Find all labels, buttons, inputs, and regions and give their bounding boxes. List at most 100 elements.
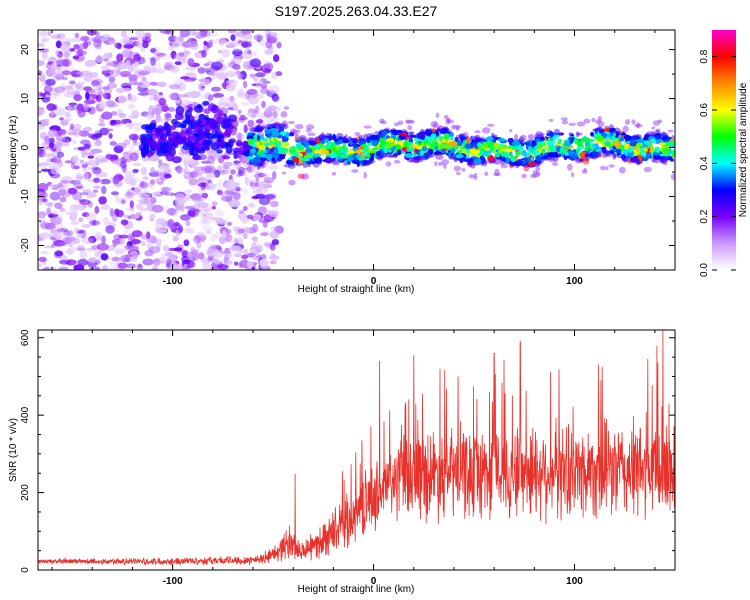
spectrogram-cell — [509, 151, 513, 157]
spectrogram-cell — [266, 147, 271, 153]
spectrogram-cell — [645, 151, 652, 158]
spectrogram-cell — [46, 103, 56, 111]
spectrogram-cell — [364, 160, 372, 165]
spectrogram-cell — [630, 156, 637, 163]
spectrogram-cell — [97, 91, 105, 96]
spectrogram-cell — [441, 159, 450, 165]
spectrogram-cell — [149, 196, 157, 204]
spectrogram-cell — [73, 264, 85, 270]
spectrogram-cell — [170, 124, 177, 130]
spectrogram-cell — [142, 32, 151, 38]
spectrogram-cell — [123, 44, 135, 49]
spectrogram-cell — [246, 162, 253, 166]
spectrogram-cell — [50, 229, 62, 234]
spectrogram-cell — [523, 164, 530, 172]
spectrogram-xlabel: Height of straight line (km) — [298, 284, 415, 295]
spectrogram-cell — [151, 141, 161, 150]
spectrogram-cell — [636, 158, 641, 166]
spectrogram-cell — [216, 116, 225, 125]
spectrogram-cell — [244, 48, 251, 55]
spectrogram-cell — [623, 149, 628, 156]
spectrogram-cell — [584, 153, 590, 158]
spectrogram-cell — [185, 66, 196, 71]
spectrogram-cell — [247, 202, 256, 208]
spectrogram-cell — [100, 204, 111, 211]
spectrogram-cell — [38, 199, 43, 206]
spectrogram-cell — [304, 148, 313, 153]
spectrogram-cell — [77, 233, 83, 238]
spectrogram-cell — [331, 158, 340, 164]
spectrogram-cell — [118, 112, 127, 119]
spectrogram-cell — [484, 171, 489, 177]
spectrogram-cell — [217, 133, 222, 143]
spectrogram-cell — [576, 132, 583, 136]
spectrogram-cell — [192, 197, 204, 203]
spectrogram-cell — [117, 95, 127, 104]
spectrogram-cell — [315, 138, 321, 144]
spectrogram-cell — [178, 52, 185, 57]
spectrogram-cell — [123, 152, 128, 159]
spectrogram-cell — [268, 255, 280, 260]
colorbar-tick-label: 0.4 — [699, 156, 710, 170]
spectrogram-cell — [43, 245, 54, 249]
spectrogram-cell — [131, 230, 143, 238]
spectrogram-cell — [244, 176, 250, 186]
spectrogram-cell — [234, 226, 243, 236]
spectrogram-cell — [434, 161, 438, 167]
spectrogram-cell — [59, 117, 64, 121]
spectrogram-cell — [264, 128, 271, 134]
spectrogram-cell — [435, 154, 444, 160]
spectrogram-cell — [532, 170, 538, 174]
spectrogram-cell — [234, 261, 239, 266]
spectrogram-cell — [227, 30, 237, 34]
spectrogram-cell — [124, 175, 134, 185]
spectrogram-cell — [38, 125, 45, 130]
spectrogram-cell — [174, 61, 182, 65]
spectrogram-cell — [211, 86, 221, 92]
spectrogram-cell — [61, 175, 73, 182]
spectrogram-cell — [115, 209, 124, 218]
spectrogram-cell — [82, 212, 90, 218]
spectrogram-cell — [54, 145, 62, 154]
spectrogram-cell — [179, 30, 191, 38]
spectrogram-cell — [56, 228, 69, 233]
spectrogram-cell — [399, 132, 408, 136]
spectrogram-cell — [235, 187, 241, 192]
spectrogram-cell — [511, 145, 519, 151]
spectrogram-cell — [39, 132, 48, 140]
spectrogram-cell — [246, 112, 253, 117]
spectrogram-cell — [84, 71, 90, 78]
spectrogram-cell — [72, 55, 80, 60]
spectrogram-cell — [39, 73, 46, 82]
spectrogram-cell — [535, 166, 541, 172]
spectrogram-cell — [108, 40, 117, 45]
spectrogram-cell — [604, 166, 609, 171]
spectrogram-cell — [444, 114, 449, 120]
spectrogram-cell — [487, 123, 495, 127]
y-tick-label: 10 — [20, 93, 31, 105]
spectrogram-cell — [139, 133, 150, 139]
spectrogram-cell — [382, 153, 388, 157]
spectrogram-cell — [169, 66, 180, 73]
spectrogram-cell — [146, 88, 158, 96]
spectrogram-cell — [264, 30, 272, 38]
spectrogram-cell — [111, 256, 121, 262]
spectrogram-cell — [224, 181, 236, 190]
spectrogram-cell — [90, 71, 99, 79]
spectrogram-cell — [275, 71, 283, 77]
spectrogram-cell — [68, 126, 77, 136]
snr-series-line — [38, 330, 675, 566]
spectrogram-cell — [120, 219, 129, 226]
spectrogram-cell — [77, 48, 84, 57]
spectrogram-cell — [66, 247, 74, 255]
spectrogram-cell — [473, 172, 478, 181]
spectrogram-cell — [135, 203, 144, 210]
spectrogram-cell — [38, 48, 50, 53]
spectrogram-cell — [93, 85, 99, 94]
spectrogram-cell — [208, 118, 218, 129]
spectrogram-cell — [221, 49, 230, 58]
spectrogram-cell — [558, 132, 565, 136]
spectrogram-cell — [661, 147, 671, 154]
spectrogram-cell — [307, 163, 311, 168]
spectrogram-cell — [174, 197, 186, 206]
